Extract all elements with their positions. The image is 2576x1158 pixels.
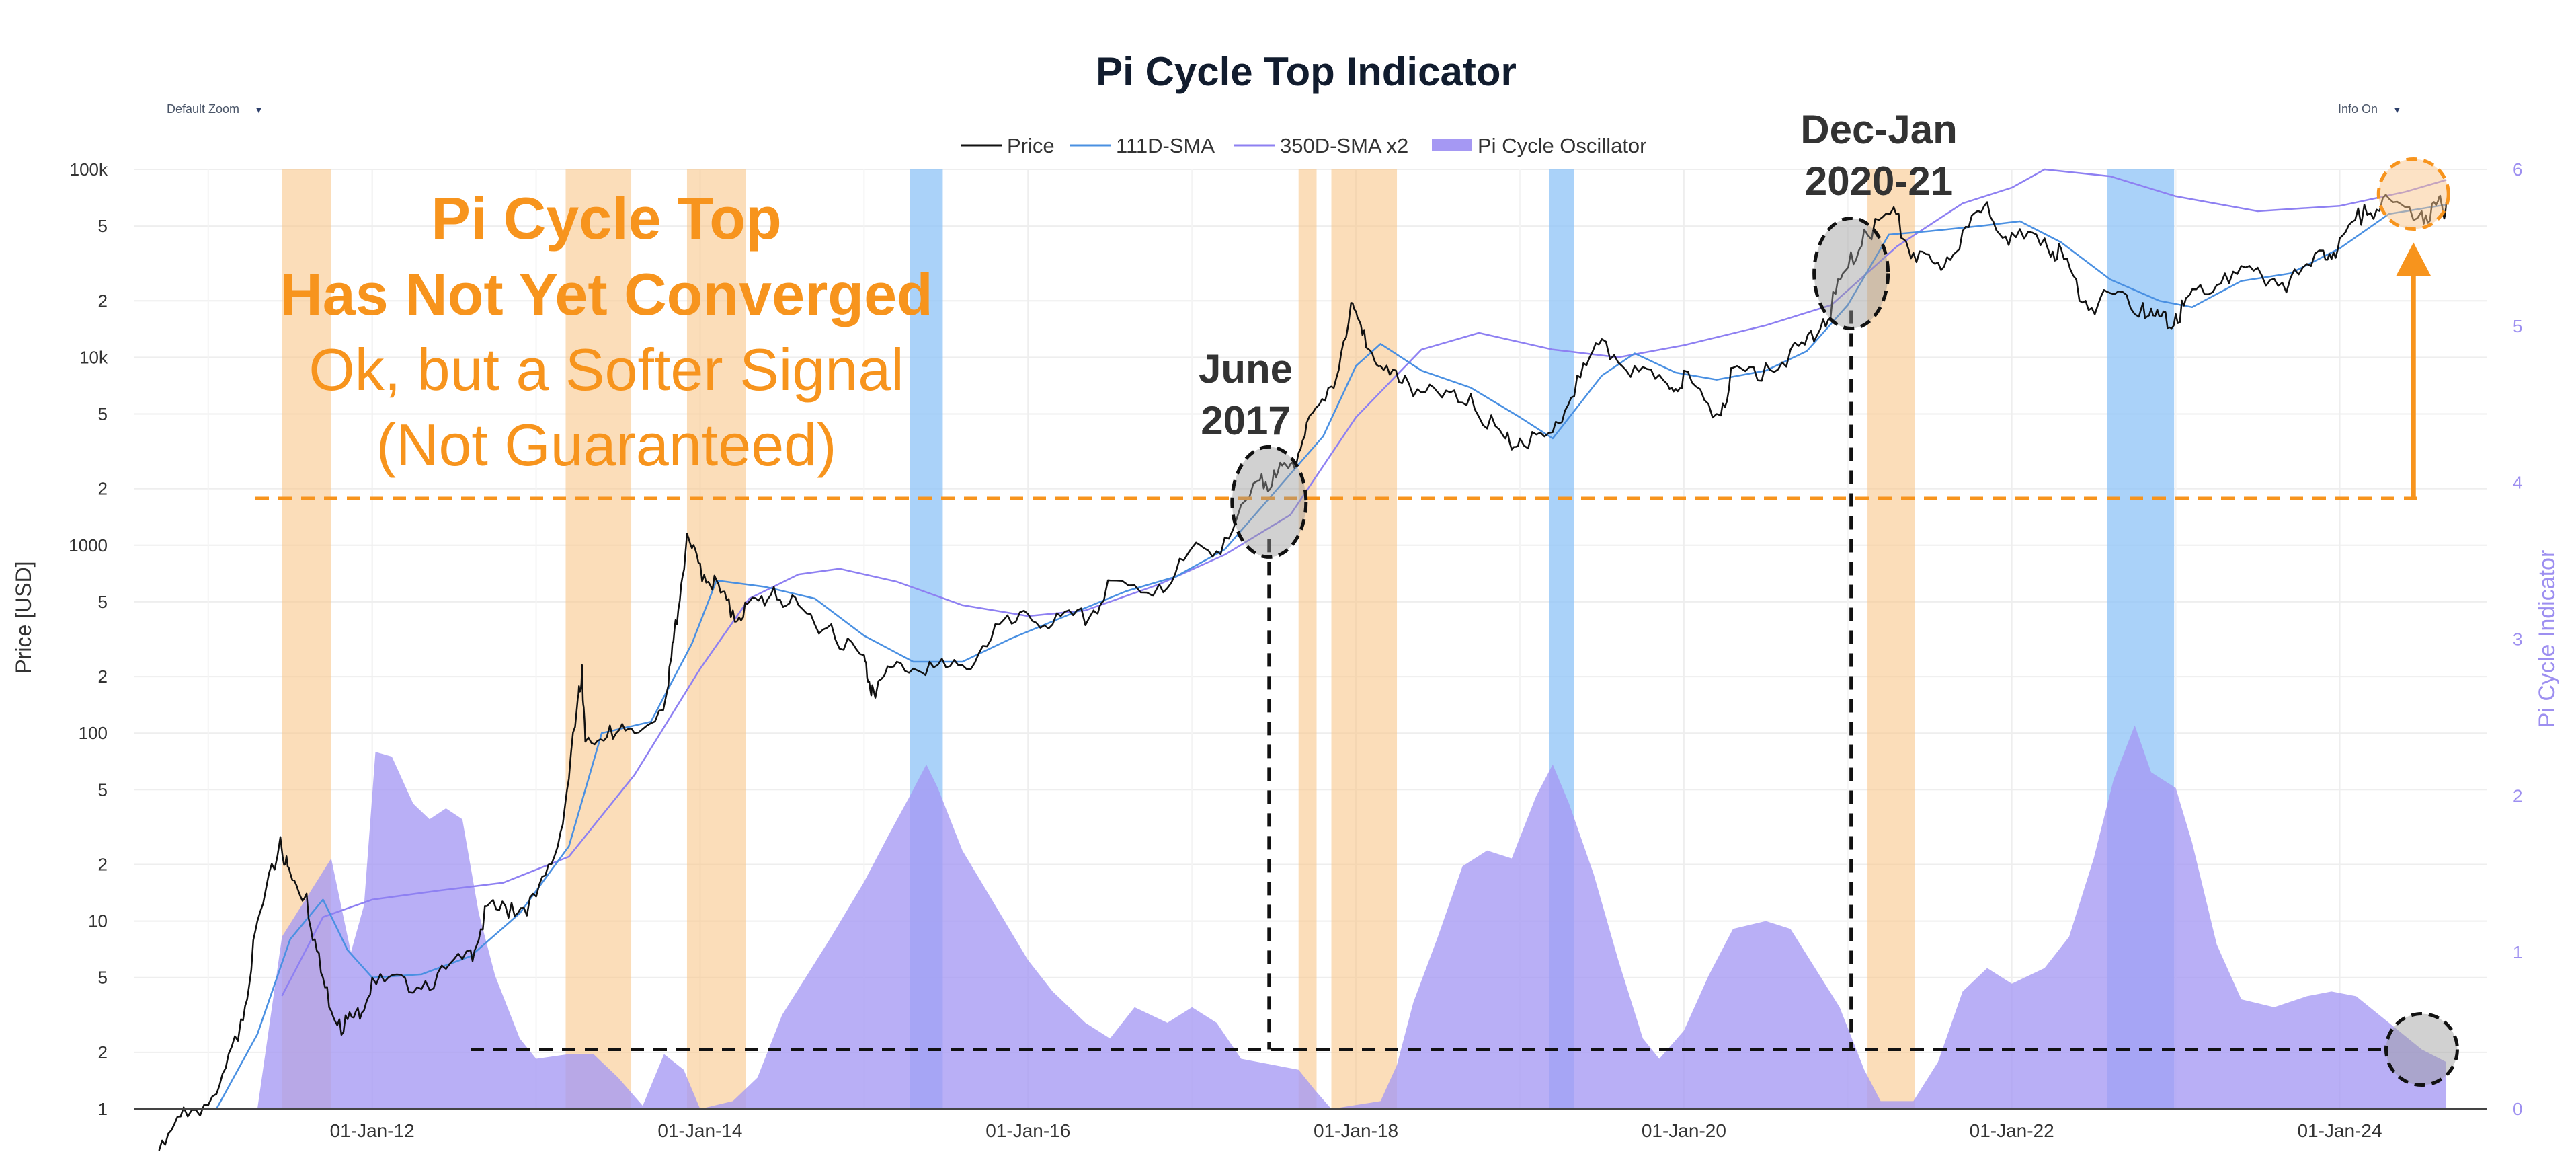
y-tick-label: 2: [98, 666, 108, 687]
subline-line-2: (Not Guaranteed): [376, 412, 837, 478]
orange-arrow-head: [2396, 242, 2431, 276]
y-tick-label: 2: [98, 854, 108, 874]
chevron-down-icon: ▼: [254, 104, 264, 115]
y2-tick-label: 3: [2513, 629, 2522, 650]
june-2017-label: June 2017: [1199, 346, 1293, 443]
y2-axis: 0 1 2 3 4 5 6: [2513, 159, 2522, 1119]
june-label-line-1: June: [1199, 346, 1293, 391]
y-tick-label: 10k: [79, 347, 108, 367]
legend-111d-label[interactable]: 111D-SMA: [1116, 134, 1215, 157]
y-tick-label: 1: [98, 1099, 108, 1119]
info-dropdown[interactable]: Info On ▼: [2338, 102, 2402, 116]
x-tick-label: 01-Jan-22: [1970, 1120, 2054, 1141]
y-tick-label: 5: [98, 404, 108, 424]
y-axis: 1 2 5 10 2 5 100 2 5 1000 2 5 10k 2 5 100k: [69, 159, 108, 1119]
legend-price-label[interactable]: Price: [1007, 134, 1055, 157]
y2-tick-label: 2: [2513, 785, 2522, 806]
subline-line-1: Ok, but a Softer Signal: [309, 336, 903, 403]
x-tick-label: 01-Jan-14: [657, 1120, 742, 1141]
orange-band: [565, 169, 632, 1109]
y-tick-label: 2: [98, 291, 108, 311]
chevron-down-icon: ▼: [2392, 104, 2402, 115]
oscillator-area-fill: [257, 725, 2447, 1109]
y2-axis-label: Pi Cycle Indicator: [2534, 550, 2560, 728]
orange-band: [1867, 169, 1915, 1109]
headline-line-1: Pi Cycle Top: [431, 185, 782, 252]
y-tick-label: 5: [98, 779, 108, 800]
sma350x2-line: [281, 168, 2447, 997]
headline-annotation: Pi Cycle Top Has Not Yet Converged Ok, b…: [280, 185, 933, 478]
dec-jan-circle: [1812, 216, 1890, 330]
orange-band: [1331, 169, 1398, 1109]
annotation-markers: [255, 157, 2459, 1087]
x-axis: 01-Jan-12 01-Jan-14 01-Jan-16 01-Jan-18 01-J…: [134, 1108, 2487, 1141]
june-label-line-2: 2017: [1201, 398, 1290, 443]
y-tick-label: 10: [88, 911, 108, 931]
dec-jan-2021-label: Dec-Jan 2020-21: [1800, 107, 1957, 204]
legend-oscillator-label[interactable]: Pi Cycle Oscillator: [1478, 134, 1647, 157]
info-dropdown-label: Info On: [2338, 102, 2378, 116]
oscillator-area: [257, 725, 2447, 1109]
series-lines: [158, 168, 2448, 1151]
orange-band: [1298, 169, 1317, 1109]
y2-tick-label: 4: [2513, 473, 2522, 493]
y2-tick-label: 6: [2513, 159, 2522, 180]
current-osc-circle: [2384, 1012, 2459, 1087]
headline-line-2: Has Not Yet Converged: [280, 261, 933, 327]
current-price-circle: [2376, 157, 2450, 231]
y2-tick-label: 1: [2513, 942, 2522, 962]
y-tick-label: 100k: [70, 159, 108, 180]
y-tick-label: 5: [98, 968, 108, 988]
price-line: [158, 194, 2448, 1151]
decjan-label-line-1: Dec-Jan: [1800, 107, 1957, 152]
decjan-label-line-2: 2020-21: [1805, 159, 1953, 204]
legend-oscillator-swatch: [1432, 139, 1472, 151]
y-tick-label: 100: [79, 723, 108, 743]
y2-tick-label: 0: [2513, 1099, 2522, 1119]
y-tick-label: 5: [98, 592, 108, 612]
y-tick-label: 1000: [69, 535, 108, 555]
x-tick-label: 01-Jan-24: [2297, 1120, 2382, 1141]
y-axis-label: Price [USD]: [11, 561, 36, 673]
legend: Price 111D-SMA 350D-SMA x2 Pi Cycle Osci…: [961, 134, 1647, 157]
sma111-line: [215, 204, 2447, 1110]
orange-band: [686, 169, 746, 1109]
zoom-dropdown-label: Default Zoom: [167, 102, 240, 116]
june-2017-circle: [1230, 445, 1308, 559]
y-tick-label: 5: [98, 216, 108, 236]
zoom-dropdown[interactable]: Default Zoom ▼: [167, 102, 264, 116]
x-tick-label: 01-Jan-16: [985, 1120, 1070, 1141]
y2-tick-label: 5: [2513, 316, 2522, 336]
legend-350d-label[interactable]: 350D-SMA x2: [1280, 134, 1408, 157]
y-tick-label: 2: [98, 1042, 108, 1063]
y-tick-label: 2: [98, 479, 108, 499]
x-tick-label: 01-Jan-20: [1642, 1120, 1726, 1141]
chart-title: Pi Cycle Top Indicator: [1096, 49, 1517, 94]
x-tick-label: 01-Jan-18: [1314, 1120, 1398, 1141]
x-tick-label: 01-Jan-12: [330, 1120, 415, 1141]
